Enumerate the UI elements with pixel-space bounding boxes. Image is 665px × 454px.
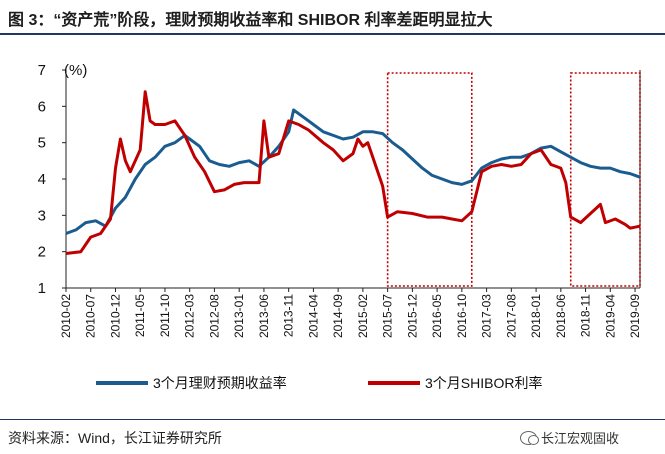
footer-rule xyxy=(0,419,665,420)
source-note: 资料来源：Wind，长江证券研究所 xyxy=(8,430,222,446)
x-tick-label: 2016-05 xyxy=(430,294,444,338)
x-tick-label: 2015-07 xyxy=(381,294,395,338)
x-tick-label: 2016-10 xyxy=(455,294,469,338)
x-tick-label: 2017-03 xyxy=(480,294,494,338)
highlight-box xyxy=(569,72,641,287)
y-tick-label: 5 xyxy=(38,135,46,152)
x-tick-label: 2018-01 xyxy=(529,294,543,338)
watermark-text: 长江宏观固收 xyxy=(541,431,620,446)
x-tick-label: 2014-04 xyxy=(306,294,320,338)
x-tick-label: 2010-12 xyxy=(108,294,122,338)
y-tick-label: 1 xyxy=(38,280,46,297)
legend-label: 3个月理财预期收益率 xyxy=(153,375,287,391)
title-rule xyxy=(0,33,665,35)
line-chart: 1 2 3 4 5 6 7 (%) 2010-02 2010-07 2010-12 2011-05 20… xyxy=(38,62,642,391)
x-tick-label: 2018-11 xyxy=(579,294,593,337)
chart-title: 图 3：“资产荒”阶段，理财预期收益率和 SHIBOR 利率差距明显拉大 xyxy=(8,12,493,29)
x-tick-label: 2011-10 xyxy=(158,294,172,337)
highlight-box xyxy=(386,72,473,287)
x-tick-label: 2019-09 xyxy=(628,294,642,338)
x-tick-label: 2010-07 xyxy=(84,294,98,338)
x-tick-label: 2011-05 xyxy=(133,294,147,337)
y-tick-label: 4 xyxy=(38,171,46,188)
x-tick-label: 2017-08 xyxy=(504,294,518,338)
watermark: 长江宏观固收 xyxy=(520,428,619,447)
x-tick-label: 2018-06 xyxy=(554,294,568,338)
y-unit-label: (%) xyxy=(64,62,87,79)
x-tick-label: 2015-02 xyxy=(356,294,370,338)
y-tick-label: 2 xyxy=(38,244,46,261)
x-tick-label: 2013-11 xyxy=(282,294,296,337)
x-tick-label: 2013-06 xyxy=(257,294,271,338)
y-tick-label: 6 xyxy=(38,98,46,115)
x-tick-label: 2012-03 xyxy=(183,294,197,338)
x-tick-label: 2013-01 xyxy=(232,294,246,338)
x-tick-label: 2014-09 xyxy=(331,294,345,338)
x-tick-label: 2012-08 xyxy=(207,294,221,338)
x-tick-label: 2019-04 xyxy=(603,294,617,338)
legend-label: 3个月SHIBOR利率 xyxy=(425,375,542,391)
y-tick-label: 7 xyxy=(38,62,46,79)
y-tick-label: 3 xyxy=(38,207,46,224)
series-line xyxy=(65,108,641,235)
x-tick-label: 2010-02 xyxy=(59,294,73,338)
x-tick-label: 2015-12 xyxy=(405,294,419,338)
wechat-icon xyxy=(520,430,539,445)
series-line xyxy=(65,90,641,255)
